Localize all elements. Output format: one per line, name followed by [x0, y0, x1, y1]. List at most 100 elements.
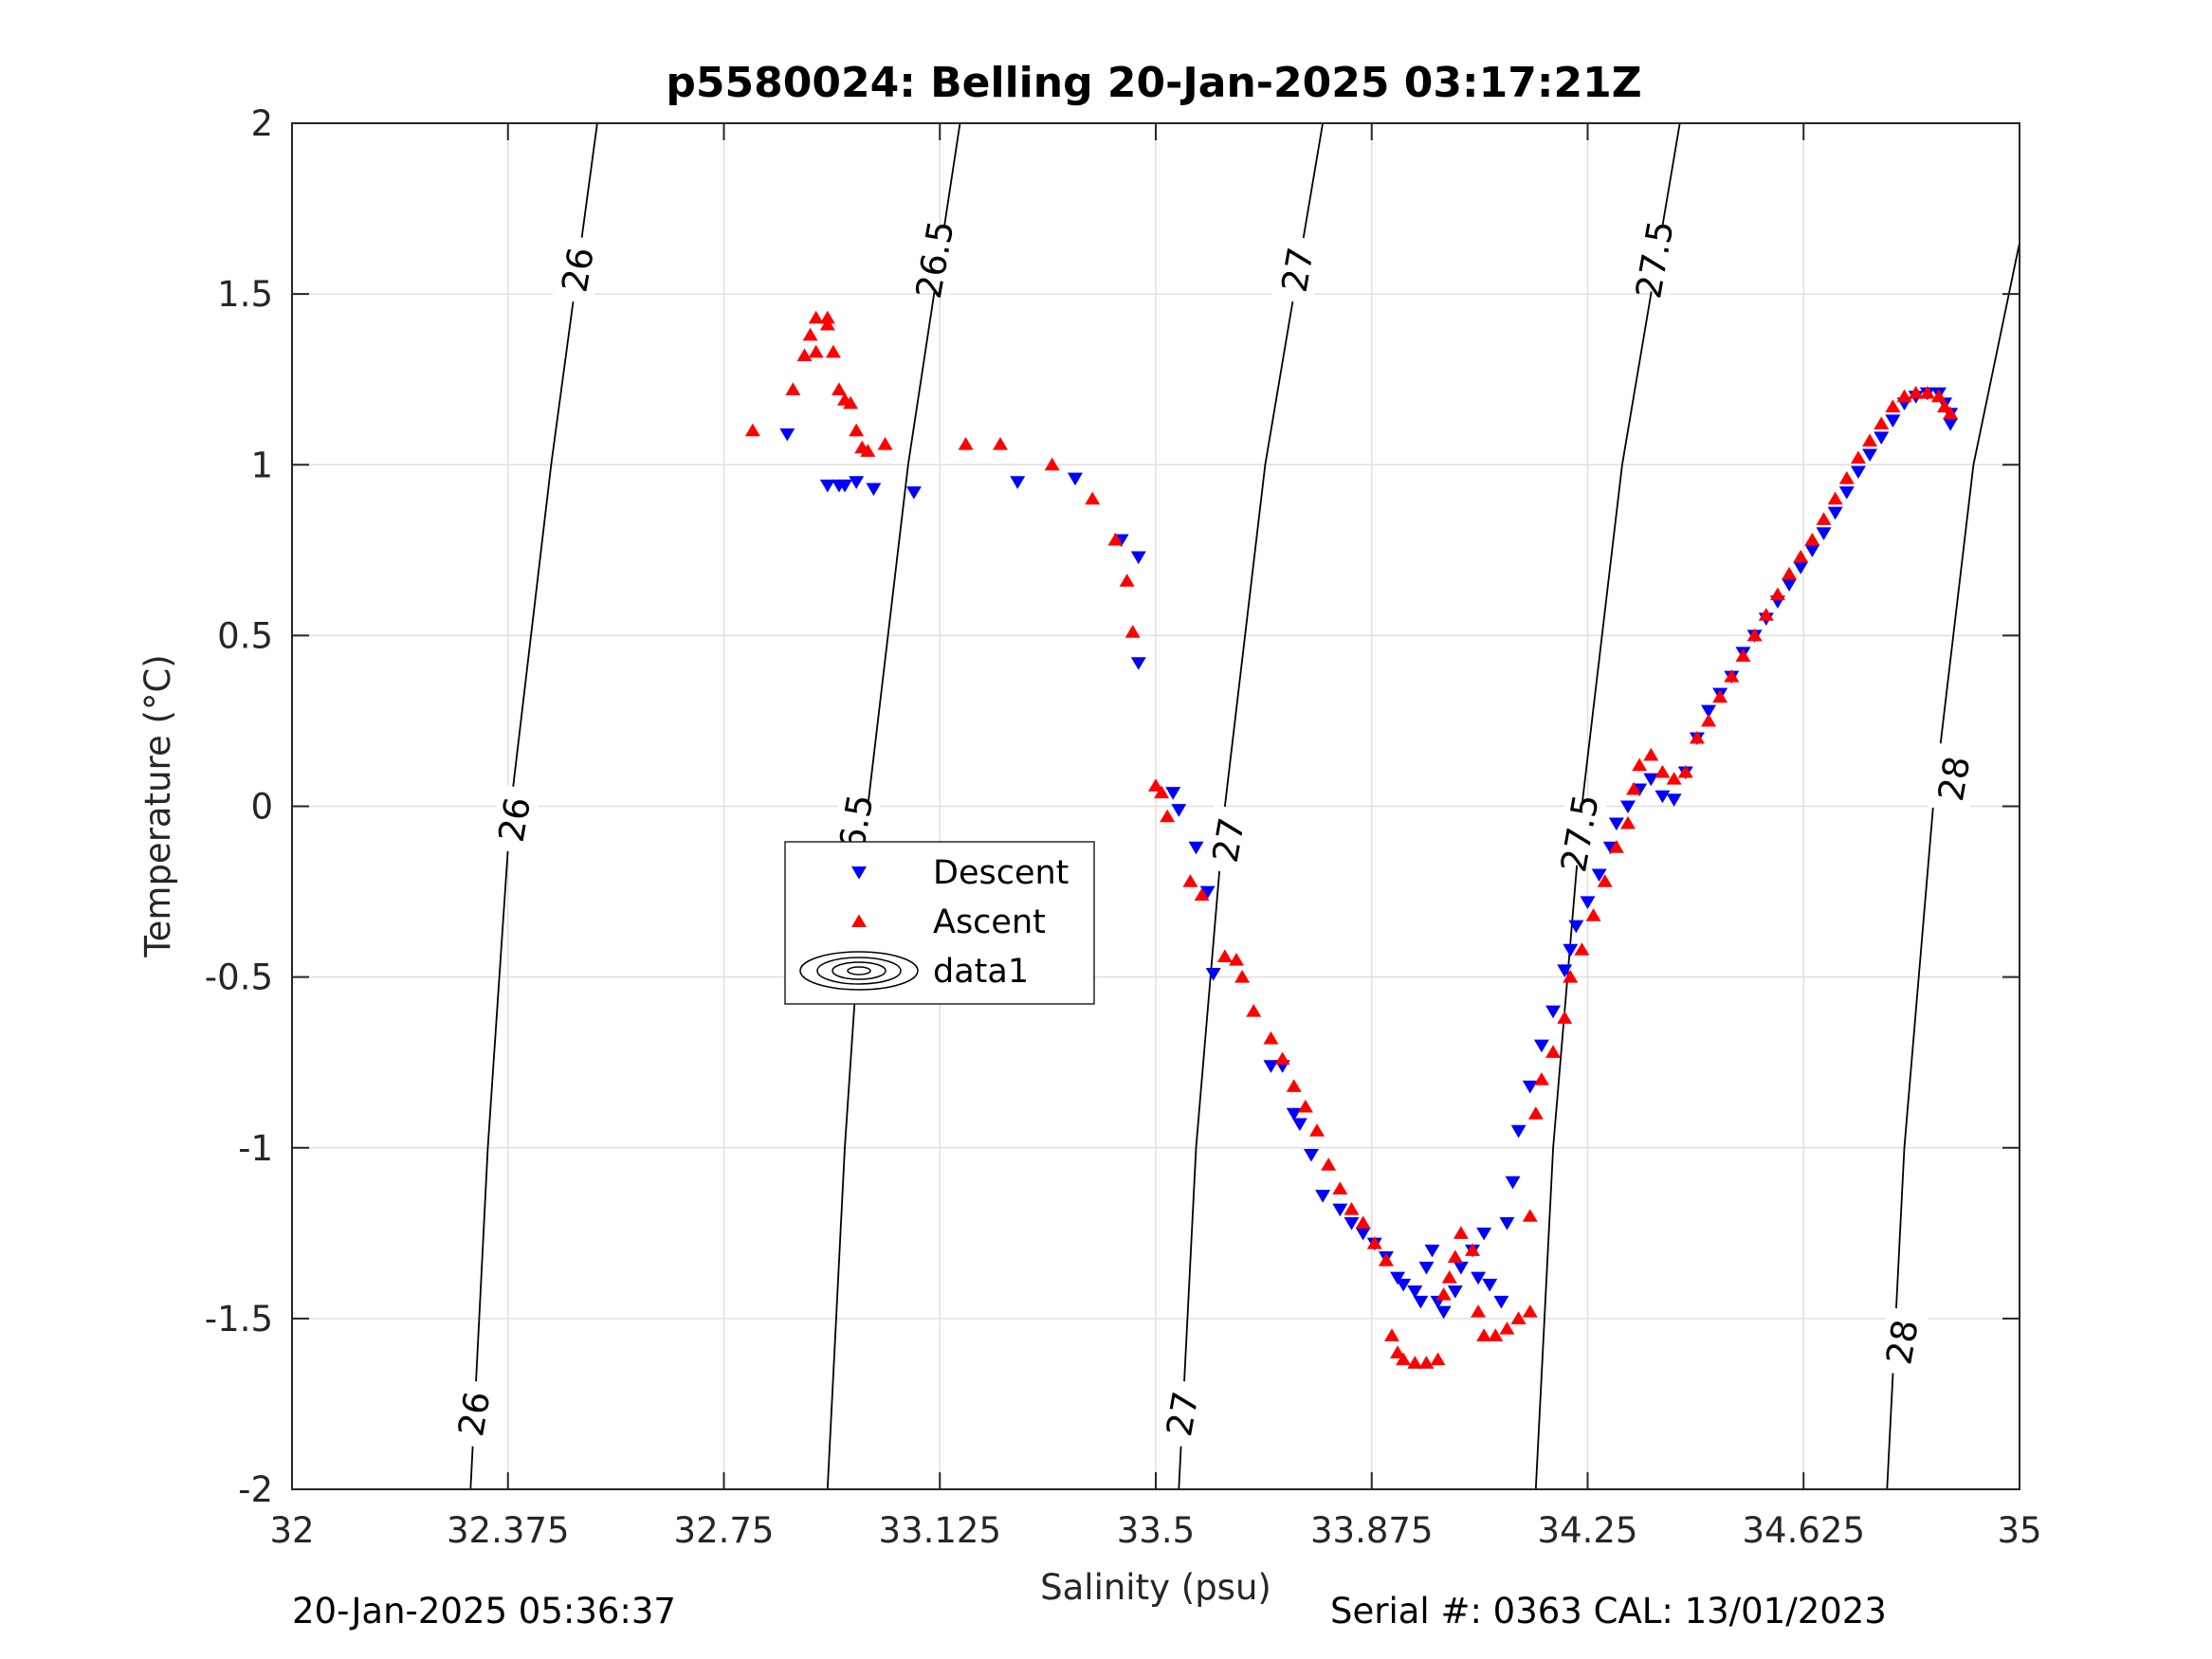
descent-point — [1666, 793, 1682, 807]
ascent-point — [1124, 625, 1141, 638]
descent-point — [866, 483, 882, 497]
legend-marker-contour — [832, 961, 887, 980]
ascent-point — [1885, 399, 1901, 413]
ascent-point — [1407, 1356, 1423, 1369]
ascent-point — [1838, 471, 1855, 484]
descent-point — [1355, 1227, 1371, 1241]
descent-point — [779, 428, 795, 442]
ascent-point — [1418, 1356, 1435, 1369]
ascent-point — [1563, 970, 1579, 983]
contour-label: 27 — [1274, 245, 1323, 296]
descent-point — [1804, 544, 1820, 557]
descent-point — [1874, 431, 1890, 446]
y-tick-label: 0 — [250, 787, 273, 828]
legend: Descent Ascent data1 — [784, 841, 1095, 1005]
ascent-point — [1378, 1253, 1394, 1267]
ascent-point — [1234, 970, 1251, 983]
ascent-point — [1943, 406, 1959, 420]
descent-point — [1816, 527, 1832, 540]
ascent-point — [1441, 1270, 1457, 1284]
descent-point — [1643, 773, 1659, 787]
ascent-point — [849, 423, 865, 437]
descent-point — [1407, 1285, 1423, 1299]
ascent-point — [1435, 1287, 1452, 1301]
contour-label-bg — [1928, 743, 1981, 814]
ascent-point — [1585, 908, 1601, 921]
ascent-point — [1384, 1328, 1400, 1341]
descent-point — [1838, 486, 1855, 500]
ascent-point — [1119, 574, 1135, 587]
descent-point — [1205, 968, 1221, 981]
ascent-point — [1643, 747, 1659, 761]
ascent-point — [1274, 1051, 1290, 1066]
x-tick-label: 32.75 — [674, 1510, 775, 1551]
descent-point — [1413, 1295, 1429, 1309]
ascent-point — [1545, 1045, 1562, 1058]
contour-label-bg — [908, 224, 961, 296]
contour-label: 26 — [450, 1388, 499, 1439]
contour-label-bg — [488, 784, 541, 855]
x-tick-label: 35 — [1997, 1510, 2041, 1551]
contour-label: 26 — [554, 245, 602, 296]
ascent-point — [1626, 781, 1642, 795]
descent-point — [1390, 1271, 1406, 1285]
ascent-point — [1908, 385, 1924, 399]
descent-point — [1435, 1305, 1452, 1320]
descent-point — [1263, 1060, 1279, 1073]
ascent-point — [1608, 840, 1624, 853]
descent-point — [1130, 551, 1146, 565]
ascent-point — [1085, 491, 1101, 505]
descent-point — [1850, 465, 1866, 480]
legend-marker-contour — [816, 957, 902, 985]
descent-point — [1332, 1203, 1348, 1217]
legend-label-ascent: Ascent — [933, 903, 1046, 941]
descent-point — [1165, 787, 1181, 800]
ascent-point — [1724, 669, 1740, 683]
x-tick-label: 34.25 — [1538, 1510, 1638, 1551]
ascent-point — [1160, 809, 1176, 823]
x-tick-label: 34.625 — [1743, 1510, 1865, 1551]
ascent-point — [1522, 1304, 1538, 1318]
descent-point — [1286, 1107, 1302, 1121]
ascent-point — [808, 344, 824, 358]
x-tick-label: 32 — [269, 1510, 314, 1551]
descent-point — [1522, 1080, 1538, 1094]
ascent-point — [1816, 512, 1832, 525]
ascent-point — [1689, 730, 1705, 744]
ascent-point — [825, 344, 841, 358]
series-ascent — [744, 310, 1959, 1369]
ascent-point — [1321, 1158, 1337, 1171]
ascent-point — [831, 382, 847, 395]
x-tick-label: 33.5 — [1117, 1510, 1195, 1551]
contour-label-bg — [1202, 804, 1255, 876]
y-tick-label: -1 — [238, 1128, 273, 1169]
ascent-point — [1712, 689, 1728, 703]
descent-point — [1447, 1285, 1463, 1299]
descent-point — [1557, 964, 1573, 978]
ascent-point — [1286, 1079, 1302, 1092]
y-tick-label: 0.5 — [217, 615, 273, 656]
ascent-point — [1632, 757, 1648, 772]
ascent-point — [1597, 874, 1613, 887]
ascent-point — [1182, 874, 1198, 887]
descent-point — [1130, 657, 1146, 670]
descent-point — [1545, 1005, 1562, 1019]
ascent-point — [1510, 1311, 1526, 1324]
ascent-point — [1758, 608, 1774, 621]
descent-point — [1620, 800, 1636, 814]
ascent-point — [819, 310, 835, 324]
ascent-point — [958, 437, 974, 450]
ascent-point — [808, 310, 824, 324]
ascent-point — [1919, 385, 1935, 399]
descent-point — [1654, 790, 1671, 804]
contour-label: 27 — [1205, 814, 1253, 866]
x-axis-label: Salinity (psu) — [1040, 1567, 1271, 1608]
ascent-point — [1396, 1352, 1412, 1366]
ascent-point — [1701, 713, 1717, 727]
descent-point — [1943, 418, 1959, 431]
descent-point — [1827, 506, 1843, 520]
contour-label: 26 — [491, 794, 539, 846]
x-tick-label: 33.875 — [1310, 1510, 1433, 1551]
descent-point — [1344, 1217, 1360, 1231]
descent-point — [837, 479, 853, 493]
